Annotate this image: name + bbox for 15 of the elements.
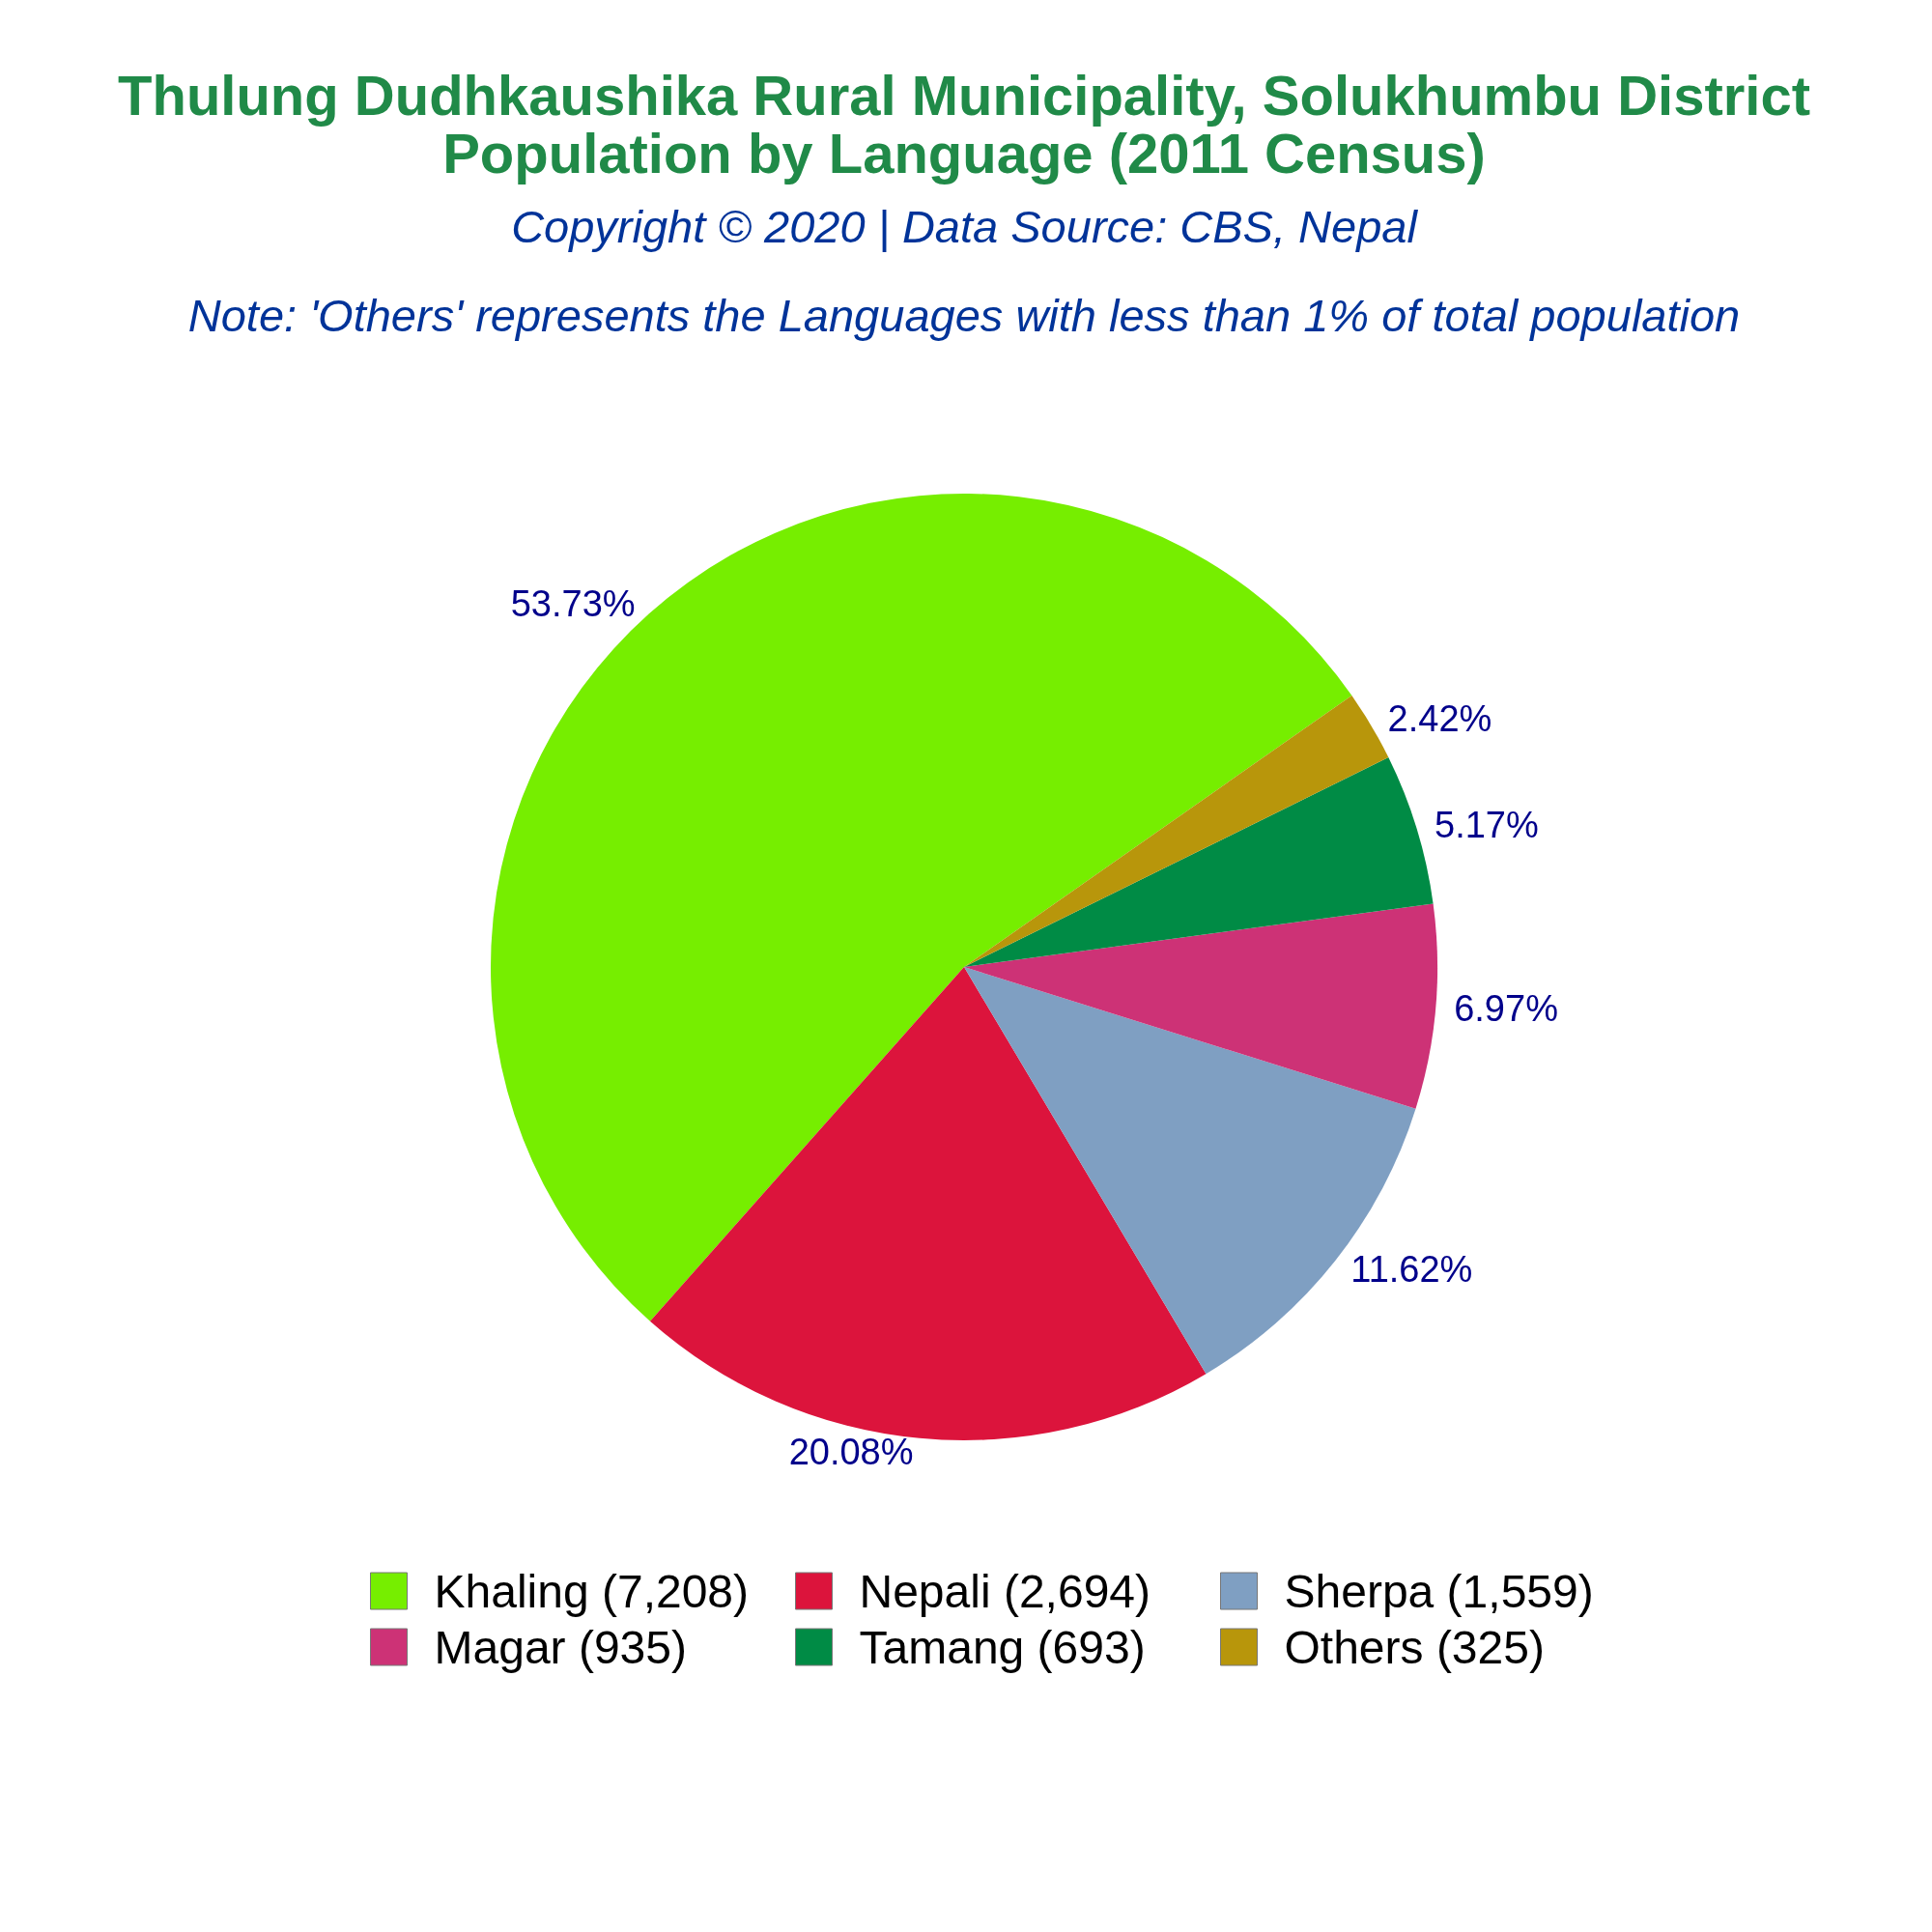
legend-label: Khaling (7,208) <box>434 1565 750 1617</box>
data-label: 11.62% <box>1350 1248 1473 1290</box>
legend-label: Nepali (2,694) <box>859 1565 1151 1617</box>
legend-label: Others (325) <box>1284 1621 1545 1673</box>
chart-subtitle: Copyright © 2020 | Data Source: CBS, Nepal <box>511 201 1419 252</box>
data-label: 5.17% <box>1435 804 1539 845</box>
text: Note: 'Others' represents the Languages with less than 1% of total population <box>187 290 1741 341</box>
legend-label: Tamang (693) <box>859 1621 1146 1673</box>
data-label: 53.73% <box>510 582 636 624</box>
legend-label: Magar (935) <box>434 1621 687 1673</box>
data-label: 6.97% <box>1454 987 1558 1029</box>
chart-title: Thulung Dudhkaushika Rural Municipality, Solukhumbu District Population by Language (2011 Census) <box>118 63 1810 185</box>
legend-label: Sherpa (1,559) <box>1284 1565 1594 1617</box>
data-label: 20.08% <box>788 1431 914 1472</box>
data-label: 2.42% <box>1387 698 1492 740</box>
